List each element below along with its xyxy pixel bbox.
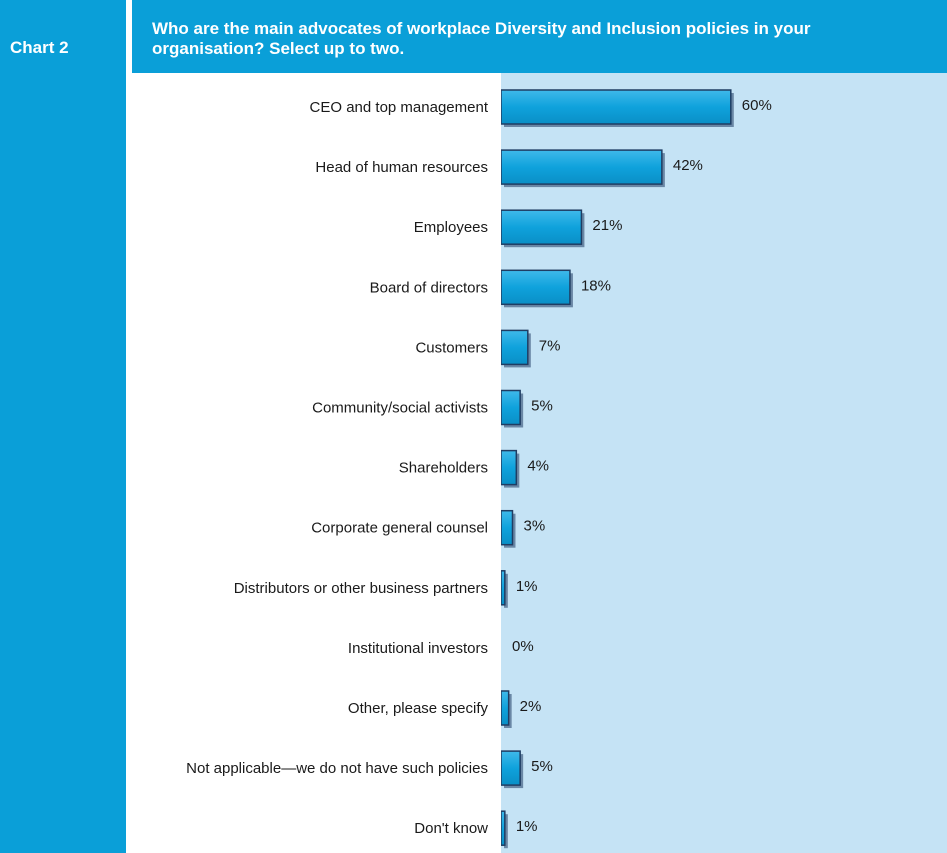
chart-tag: Chart 2 [10,38,69,57]
value-label: 5% [531,398,553,415]
bar [500,690,510,726]
value-label: 4% [527,458,549,475]
category-label: Board of directors [370,279,488,296]
category-label: Employees [414,219,488,236]
value-label: 2% [520,698,542,715]
category-label: Corporate general counsel [311,520,488,537]
chart-tag-band: Chart 2 [0,0,126,853]
bar [500,269,571,306]
value-labels: 60% 42% 21% 18% 7% 5% 4% 3% 1% 0% 2% 5% 1% [512,97,772,835]
value-label: 42% [673,157,703,174]
value-label: 1% [516,578,538,595]
value-label: 1% [516,818,538,835]
value-label: 3% [523,518,545,535]
category-label: Distributors or other business partners [234,580,488,597]
bar-shadow [504,814,508,849]
bar [500,509,514,546]
bar [500,149,663,185]
category-label: Institutional investors [348,640,488,657]
category-label: Head of human resources [315,159,488,176]
bar [500,89,732,125]
category-label: Don't know [414,820,488,837]
bars-layer [500,89,734,849]
bar [500,329,529,366]
value-label: 60% [742,97,772,114]
bar [500,810,506,846]
category-label: Customers [415,339,488,356]
title-bar: Who are the main advocates of workplace … [132,0,947,73]
category-label: Shareholders [399,460,488,477]
bar [500,389,521,426]
value-label: 0% [512,638,534,655]
bar [500,209,583,245]
value-label: 21% [592,217,622,234]
value-label: 5% [531,758,553,775]
bar-shadow [504,573,508,608]
bar [500,570,506,606]
category-label: Other, please specify [348,700,489,717]
value-label: 18% [581,277,611,294]
value-label: 7% [539,337,561,354]
category-label: Not applicable—we do not have such polic… [186,760,488,777]
category-label: Community/social activists [312,400,488,417]
bar [500,449,518,486]
chart-title: Who are the main advocates of workplace … [152,19,811,58]
plot-background [500,73,947,853]
category-labels: CEO and top management Head of human reso… [186,99,489,837]
bar [500,750,521,786]
category-label: CEO and top management [310,99,489,116]
